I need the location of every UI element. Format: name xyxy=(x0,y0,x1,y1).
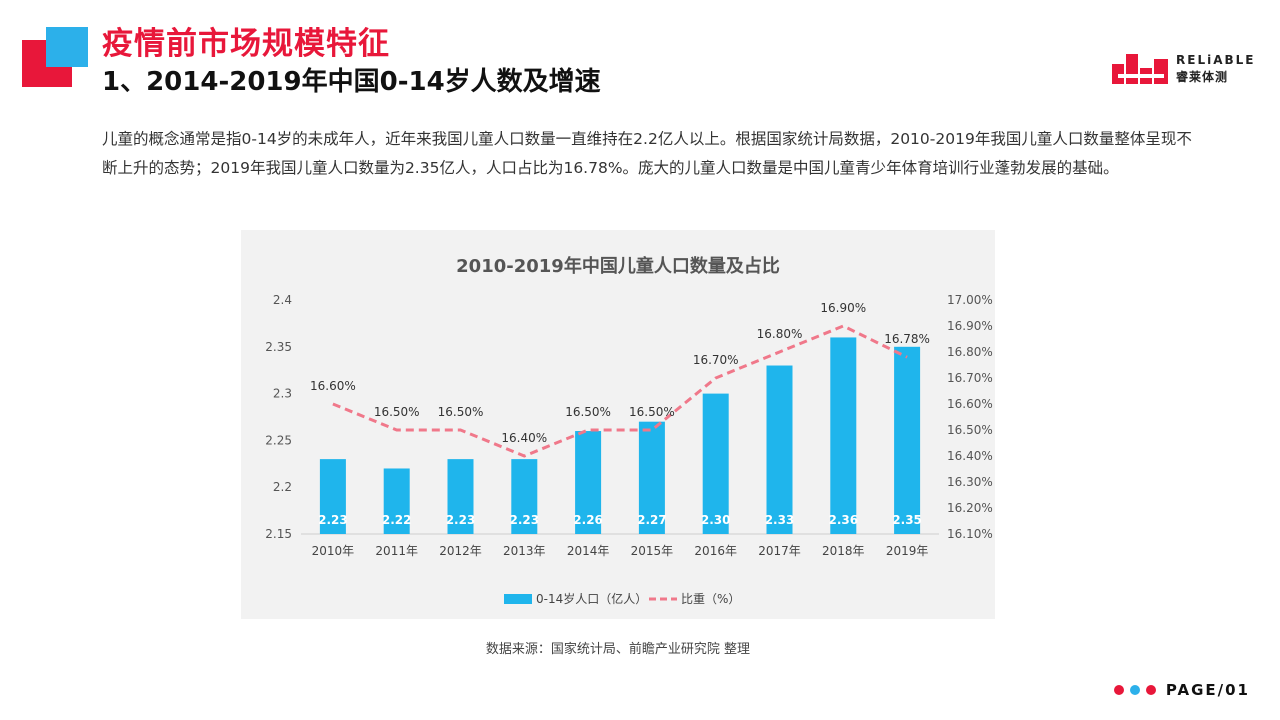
x-tick-label: 2013年 xyxy=(503,544,546,558)
ratio-line xyxy=(332,324,908,458)
bar-value-label: 2.33 xyxy=(765,513,795,527)
y-right-tick-label: 16.70% xyxy=(947,371,993,385)
bar-value-label: 2.36 xyxy=(828,513,858,527)
y-left-tick-label: 2.35 xyxy=(265,340,292,354)
y-right-tick-label: 16.40% xyxy=(947,449,993,463)
y-right-tick-label: 16.60% xyxy=(947,397,993,411)
x-tick-label: 2015年 xyxy=(631,544,674,558)
bar xyxy=(383,468,410,534)
bar-value-label: 2.23 xyxy=(446,513,476,527)
bar xyxy=(766,365,793,534)
line-value-label: 16.70% xyxy=(693,353,739,367)
footer-dot-2 xyxy=(1129,685,1140,695)
logo-mark-icon xyxy=(1112,54,1168,84)
y-left-tick-label: 2.3 xyxy=(273,387,292,401)
line-value-label: 16.78% xyxy=(884,332,930,346)
bar-value-label: 2.23 xyxy=(509,513,539,527)
y-right-tick-label: 16.20% xyxy=(947,501,993,515)
page-footer: PAGE/01 xyxy=(1113,680,1250,700)
x-tick-label: 2019年 xyxy=(886,544,929,558)
legend-label-ratio: 比重（%） xyxy=(681,592,740,606)
bar-value-label: 2.26 xyxy=(573,513,603,527)
brand-logo: RELiABLE 睿莱体测 xyxy=(1112,50,1262,90)
line-value-label: 16.40% xyxy=(501,431,547,445)
bar xyxy=(511,459,538,534)
page-title: 疫情前市场规模特征 xyxy=(102,26,390,62)
y-right-tick-label: 16.10% xyxy=(947,527,993,541)
legend-swatch-population xyxy=(504,594,532,604)
line-value-label: 16.50% xyxy=(629,405,675,419)
bar xyxy=(894,346,921,534)
bar-value-label: 2.23 xyxy=(318,513,348,527)
line-value-label: 16.50% xyxy=(438,405,484,419)
data-source-note: 数据来源：国家统计局、前瞻产业研究院 整理 xyxy=(485,642,751,657)
y-left-tick-label: 2.15 xyxy=(265,527,292,541)
bar-value-label: 2.27 xyxy=(637,513,667,527)
combo-chart: 2010-2019年中国儿童人口数量及占比 2.15 2.2 2.25 2.3 2.35 2… xyxy=(265,255,993,606)
line-value-label: 16.50% xyxy=(565,405,611,419)
line-value-label: 16.80% xyxy=(757,327,803,341)
line-value-label: 16.50% xyxy=(374,405,420,419)
intro-paragraph: 儿童的概念通常是指0-14岁的未成年人，近年来我国儿童人口数量一直维持在2.2亿… xyxy=(102,130,1192,177)
bar-value-label: 2.35 xyxy=(892,513,922,527)
x-tick-label: 2012年 xyxy=(439,544,482,558)
line-value-label: 16.60% xyxy=(310,379,356,393)
x-tick-label: 2011年 xyxy=(375,544,418,558)
y-right-tick-label: 16.30% xyxy=(947,475,993,489)
y-left-tick-label: 2.4 xyxy=(273,293,292,307)
bar xyxy=(447,459,474,534)
bar xyxy=(575,431,602,534)
y-right-tick-label: 16.50% xyxy=(947,423,993,437)
legend-label-population: 0-14岁人口（亿人） xyxy=(536,591,647,606)
footer-dot-1 xyxy=(1113,685,1124,695)
bar xyxy=(830,337,857,534)
chart-panel: 2010-2019年中国儿童人口数量及占比 2.15 2.2 2.25 2.3 2.35 2… xyxy=(241,230,995,619)
footer-dot-3 xyxy=(1145,685,1156,695)
logo-text-en: RELiABLE xyxy=(1176,53,1256,67)
y-right-tick-label: 16.90% xyxy=(947,319,993,333)
x-tick-label: 2017年 xyxy=(758,544,801,558)
y-right-tick-label: 17.00% xyxy=(947,293,993,307)
chart-title: 2010-2019年中国儿童人口数量及占比 xyxy=(456,255,780,277)
x-tick-label: 2010年 xyxy=(312,544,355,558)
line-value-label: 16.90% xyxy=(820,301,866,315)
bar xyxy=(702,393,729,534)
x-tick-label: 2014年 xyxy=(567,544,610,558)
decor-blue-square xyxy=(46,27,88,67)
bar-value-label: 2.22 xyxy=(382,513,412,527)
y-left-tick-label: 2.2 xyxy=(273,480,292,494)
y-left-tick-label: 2.25 xyxy=(265,433,292,447)
x-tick-label: 2018年 xyxy=(822,544,865,558)
section-subtitle: 1、2014-2019年中国0-14岁人数及增速 xyxy=(102,67,601,97)
logo-text-cn: 睿莱体测 xyxy=(1176,70,1229,84)
bar xyxy=(638,421,665,534)
bar-value-label: 2.30 xyxy=(701,513,731,527)
page-number: PAGE/01 xyxy=(1165,681,1250,699)
y-right-tick-label: 16.80% xyxy=(947,345,993,359)
bar xyxy=(319,459,346,534)
x-tick-label: 2016年 xyxy=(694,544,737,558)
